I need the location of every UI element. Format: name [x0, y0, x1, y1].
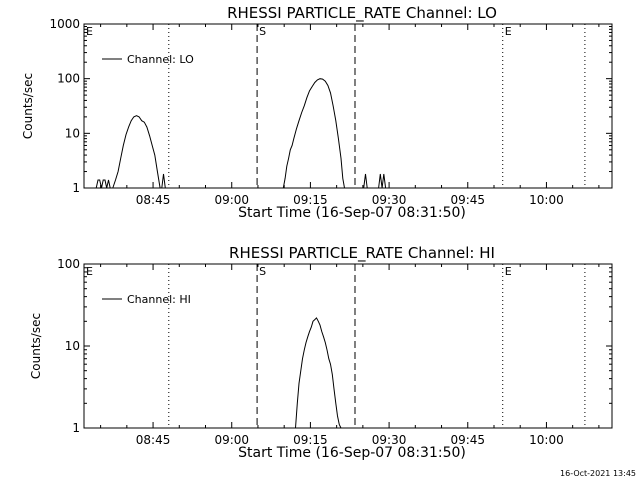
time-marker-label: E [86, 25, 93, 38]
legend-entry: Channel: HI [127, 293, 191, 306]
x-tick-label: 09:30 [372, 193, 407, 207]
chart-panel-2: RHESSI PARTICLE_RATE Channel: HI 1 10 100 08… [29, 244, 613, 461]
x-tick-label: 09:45 [450, 433, 485, 447]
data-series-line [378, 173, 387, 189]
x-tick-label: 09:00 [214, 193, 249, 207]
legend-entry: Channel: LO [127, 53, 194, 66]
plot-frame [83, 23, 613, 189]
x-tick-label: 10:00 [529, 433, 564, 447]
y-tick-label: 10 [65, 126, 80, 140]
y-tick-label: 100 [57, 257, 80, 271]
data-series-line [282, 78, 345, 189]
x-tick-label: 10:00 [529, 193, 564, 207]
chart-title: RHESSI PARTICLE_RATE Channel: HI [229, 244, 495, 263]
data-series-line [161, 173, 166, 189]
x-tick-label: 09:30 [372, 433, 407, 447]
time-marker-label: E [86, 265, 93, 278]
x-axis-label: Start Time (16-Sep-07 08:31:50) [238, 445, 466, 461]
data-series-line [95, 179, 111, 189]
x-tick-label: 09:45 [450, 193, 485, 207]
time-marker-label: S [259, 265, 266, 278]
chart-title: RHESSI PARTICLE_RATE Channel: LO [227, 4, 497, 23]
data-series-line [363, 173, 368, 189]
time-marker-label: S [259, 25, 266, 38]
y-tick-label: 1000 [49, 17, 80, 31]
data-series-line [112, 115, 161, 189]
y-tick-label: 100 [57, 72, 80, 86]
x-tick-label: 09:15 [293, 433, 328, 447]
x-tick-label: 08:45 [136, 193, 171, 207]
y-axis-label: Counts/sec [29, 313, 43, 379]
y-tick-label: 10 [65, 339, 80, 353]
y-axis-label: Counts/sec [21, 73, 35, 139]
x-axis-label: Start Time (16-Sep-07 08:31:50) [238, 205, 466, 221]
time-marker-label: E [505, 25, 512, 38]
time-marker-label: E [505, 265, 512, 278]
footer-timestamp-text: 16-Oct-2021 13:45 [560, 469, 636, 478]
plot-frame [83, 263, 613, 429]
x-tick-label: 08:45 [136, 433, 171, 447]
y-tick-label: 1 [72, 181, 80, 195]
data-series-line [295, 317, 342, 429]
y-tick-label: 1 [72, 421, 80, 435]
chart-panel-1: RHESSI PARTICLE_RATE Channel: LO 1 10 100 10… [21, 4, 613, 221]
x-tick-label: 09:00 [214, 433, 249, 447]
x-tick-label: 09:15 [293, 193, 328, 207]
